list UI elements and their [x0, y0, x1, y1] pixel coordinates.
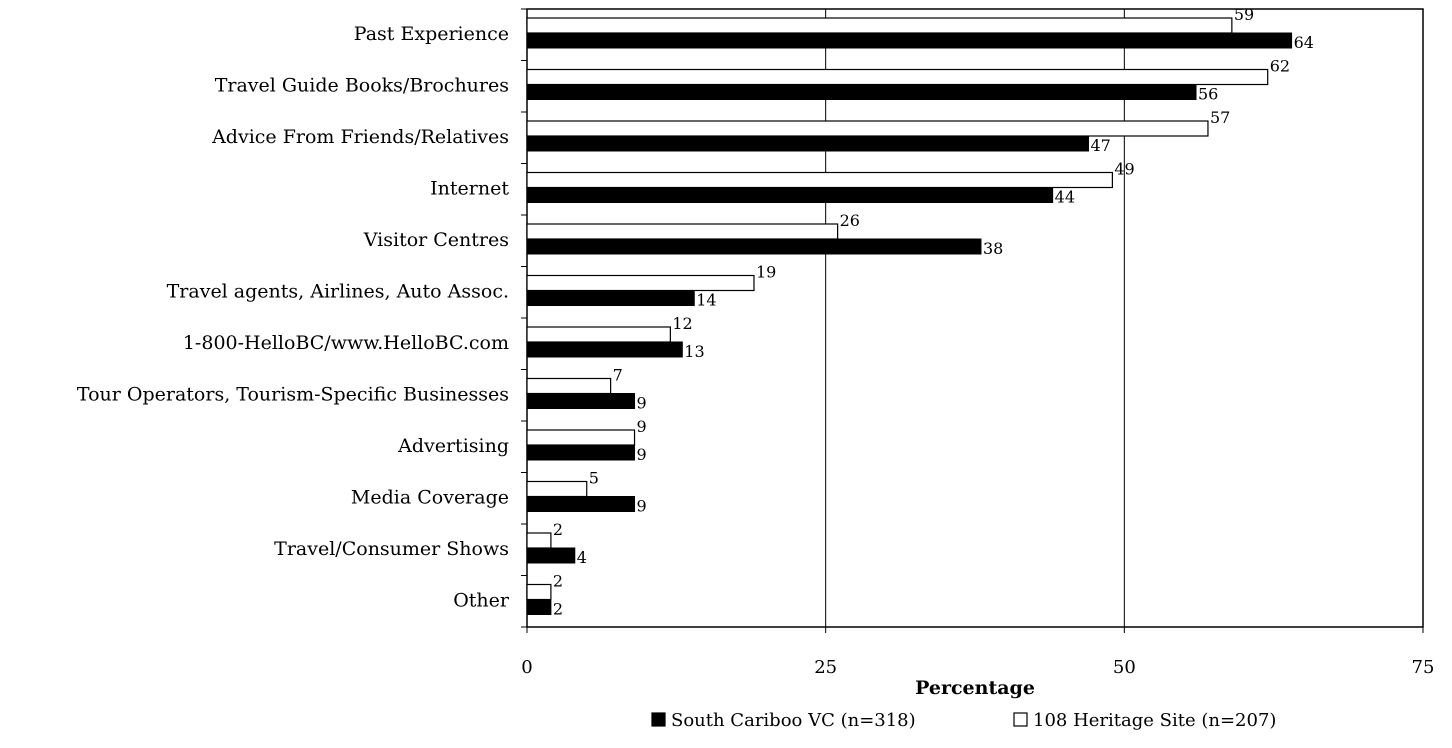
bar-south-cariboo: [526, 290, 695, 306]
data-label-heritage-site: 2: [553, 520, 563, 539]
category-label: Travel agents, Airlines, Auto Assoc.: [167, 280, 509, 302]
bar-south-cariboo: [526, 599, 552, 615]
data-label-south-cariboo: 9: [637, 394, 647, 413]
category-label: Travel/Consumer Shows: [274, 538, 509, 560]
data-label-heritage-site: 2: [553, 572, 563, 591]
data-label-south-cariboo: 9: [637, 497, 647, 516]
bar-heritage-site: [526, 532, 552, 549]
bar-south-cariboo: [526, 444, 636, 461]
legend-entry: 108 Heritage Site (n=207): [1033, 710, 1276, 731]
data-label-south-cariboo: 14: [696, 291, 716, 310]
category-label: Visitor Centres: [363, 229, 509, 251]
data-label-heritage-site: 7: [613, 366, 623, 385]
data-label-south-cariboo: 64: [1294, 33, 1314, 52]
data-label-heritage-site: 26: [840, 211, 860, 230]
bar-south-cariboo: [526, 187, 1054, 203]
x-tick-label: 0: [521, 657, 532, 678]
data-label-south-cariboo: 2: [553, 600, 563, 619]
bar-south-cariboo: [526, 84, 1197, 100]
legend-swatch: [651, 712, 666, 727]
x-tick-label: 25: [814, 657, 837, 678]
bar-heritage-site: [526, 377, 612, 395]
bar-heritage-site: [526, 17, 1233, 34]
data-label-south-cariboo: 38: [983, 239, 1003, 258]
data-label-south-cariboo: 4: [577, 548, 587, 567]
x-axis-title: Percentage: [915, 677, 1035, 699]
bar-south-cariboo: [526, 496, 636, 512]
data-label-heritage-site: 12: [672, 314, 692, 333]
category-label: Internet: [430, 177, 509, 199]
category-label: 1-800-HelloBC/www.HelloBC.com: [183, 332, 509, 354]
bar-heritage-site: [526, 171, 1113, 189]
legend-swatch: [1013, 712, 1028, 727]
data-label-heritage-site: 59: [1234, 5, 1254, 24]
bar-south-cariboo: [526, 135, 1089, 152]
bar-south-cariboo: [526, 547, 576, 564]
bar-south-cariboo: [526, 238, 982, 255]
bar-heritage-site: [526, 480, 588, 498]
plot-area-border: [526, 8, 1424, 628]
legend-entry: South Cariboo VC (n=318): [671, 710, 916, 731]
bar-south-cariboo: [526, 341, 683, 358]
data-label-heritage-site: 49: [1114, 160, 1134, 179]
data-label-heritage-site: 9: [637, 417, 647, 436]
category-label: Tour Operators, Tourism-Specific Busines…: [77, 383, 509, 405]
category-label: Media Coverage: [351, 486, 509, 508]
x-tick-label: 75: [1412, 657, 1435, 678]
category-label: Travel Guide Books/Brochures: [215, 74, 509, 96]
data-label-south-cariboo: 47: [1090, 136, 1110, 155]
category-label: Advertising: [397, 435, 509, 457]
bar-heritage-site: [526, 429, 636, 446]
data-label-south-cariboo: 13: [684, 342, 704, 361]
data-label-heritage-site: 57: [1210, 108, 1230, 127]
category-label: Advice From Friends/Relatives: [211, 126, 509, 148]
data-label-south-cariboo: 9: [637, 445, 647, 464]
data-label-heritage-site: 62: [1270, 57, 1290, 76]
bar-heritage-site: [526, 274, 755, 292]
bar-heritage-site: [526, 68, 1269, 86]
data-label-heritage-site: 5: [589, 469, 599, 488]
data-label-south-cariboo: 56: [1198, 85, 1218, 104]
bar-heritage-site: [526, 120, 1209, 137]
data-label-heritage-site: 19: [756, 263, 776, 282]
category-label: Other: [453, 589, 510, 611]
bar-heritage-site: [526, 326, 671, 343]
bar-heritage-site: [526, 583, 552, 601]
bar-south-cariboo: [526, 32, 1293, 49]
category-label: Past Experience: [354, 23, 509, 45]
bar-heritage-site: [526, 223, 839, 240]
bar-south-cariboo: [526, 393, 636, 409]
x-tick-label: 50: [1113, 657, 1136, 678]
data-label-south-cariboo: 44: [1055, 188, 1075, 207]
